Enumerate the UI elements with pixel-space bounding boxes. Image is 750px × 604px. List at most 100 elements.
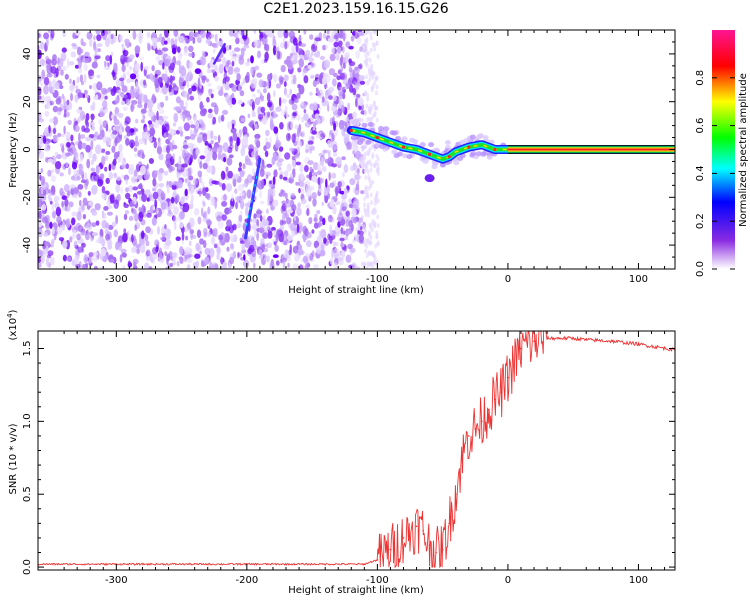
noise-blob [267,196,270,207]
noise-blob [121,174,125,179]
noise-blob [175,96,181,104]
noise-blob [255,150,259,161]
noise-blob [47,169,52,177]
noise-blob [188,240,192,247]
noise-blob [282,36,286,43]
noise-blob [327,202,330,208]
noise-blob [227,170,234,179]
noise-blob [370,250,374,256]
noise-blob [373,42,376,48]
noise-blob [333,122,337,131]
noise-blob [170,196,175,204]
noise-blob [274,244,279,252]
noise-blob [371,154,375,160]
noise-blob [208,108,213,114]
noise-blob [324,59,330,69]
noise-blob [345,54,349,64]
noise-blob [336,46,342,53]
noise-blob [328,86,335,93]
noise-blob [296,223,300,234]
noise-blob [115,184,121,193]
noise-blob [309,166,313,172]
noise-blob [123,203,129,209]
noise-blob [124,38,130,44]
noise-blob [91,61,98,69]
noise-blob [183,193,189,201]
noise-blob [305,149,309,154]
x-tick-label: -200 [236,274,259,285]
noise-blob [108,129,112,133]
noise-blob [105,233,111,241]
noise-blob [262,35,268,46]
noise-blob [49,221,53,229]
noise-blob [359,46,363,52]
tone-halo [365,139,372,145]
noise-blob [173,112,179,123]
noise-blob [76,57,80,62]
noise-blob [140,61,143,72]
noise-blob [364,248,368,254]
noise-blob [66,58,70,68]
noise-blob [46,132,51,137]
noise-blob [47,194,51,200]
noise-blob [123,54,128,63]
noise-blob [113,199,119,209]
noise-blob [207,37,211,46]
noise-blob [49,201,53,205]
tone-halo [469,134,476,140]
noise-blob [367,212,371,218]
noise-blob [174,39,178,47]
noise-blob [297,67,302,73]
noise-blob [207,113,214,119]
noise-blob [372,210,376,216]
noise-blob [94,203,101,211]
noise-blob [366,80,370,86]
noise-blob [185,235,189,241]
noise-blob [355,93,361,98]
noise-blob [367,69,371,74]
noise-blob [284,249,289,259]
noise-blob [171,184,177,190]
noise-blob [172,122,177,127]
noise-blob [162,115,169,120]
noise-blob [190,230,194,240]
noise-blob [288,176,294,184]
noise-blob [227,66,234,75]
noise-blob [318,230,321,237]
noise-blob [288,30,295,39]
tone-band [340,118,675,183]
noise-blob [217,152,222,161]
noise-blob [231,50,236,55]
noise-blob [318,220,321,228]
noise-blob [153,120,160,129]
noise-blob [73,240,78,248]
noise-blob [79,110,86,121]
noise-blob [313,162,319,171]
noise-blob [78,132,81,143]
noise-blob [345,41,351,48]
noise-blob [369,31,373,37]
noise-blob [141,153,145,159]
noise-blob [232,132,238,142]
noise-blob [235,201,238,210]
noise-blob [118,123,123,130]
noise-blob [166,37,171,43]
noise-blob [158,183,165,188]
noise-blob [339,237,345,242]
noise-blob [150,76,156,83]
noise-blob [357,230,361,235]
y-tick-label: 1.0 [22,413,33,429]
noise-blob [332,78,337,87]
noise-blob [136,247,141,255]
noise-blob [372,261,376,267]
noise-blob [75,263,81,269]
noise-blob [76,76,80,84]
noise-blob [279,122,284,130]
noise-blob [240,147,245,157]
noise-blob [304,121,311,128]
noise-blob [138,56,144,61]
noise-blob [329,182,335,188]
noise-blob [45,56,49,61]
noise-blob [188,52,194,57]
noise-blob [151,65,155,72]
